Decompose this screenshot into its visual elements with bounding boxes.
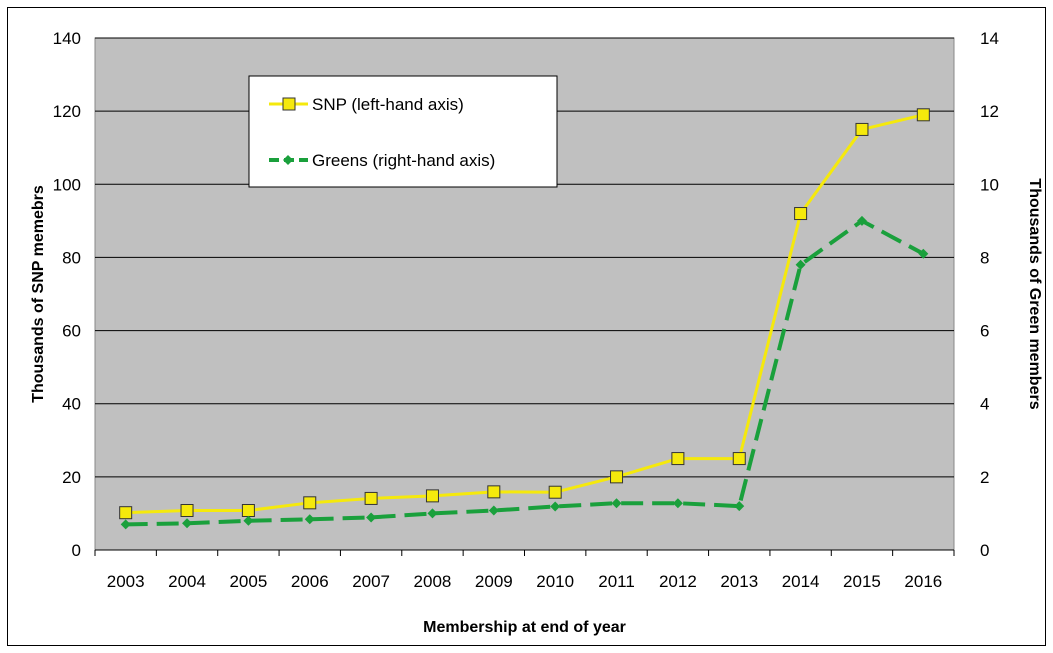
y-left-tick-label: 60: [62, 322, 81, 341]
snp-point-marker: [548, 485, 562, 499]
snp-point-marker: [671, 452, 685, 466]
x-tick-label: 2007: [352, 572, 390, 591]
legend-box: [248, 75, 558, 188]
x-tick-label: 2014: [782, 572, 820, 591]
snp-point-marker: [119, 506, 133, 520]
y-left-tick-label: 100: [53, 175, 81, 194]
y-left-tick-label: 0: [72, 541, 81, 560]
x-tick-label: 2004: [168, 572, 206, 591]
snp-point-marker: [487, 485, 501, 499]
legend-greens-label: Greens (right-hand axis): [312, 151, 495, 170]
greens-point-marker: [550, 501, 561, 512]
legend-snp-label: SNP (left-hand axis): [312, 95, 464, 114]
y-right-tick-label: 8: [980, 248, 989, 267]
greens-point-marker: [243, 515, 254, 526]
snp-point-marker: [916, 108, 930, 122]
y-left-tick-label: 120: [53, 102, 81, 121]
y-right-tick-label: 0: [980, 541, 989, 560]
x-tick-label: 2015: [843, 572, 881, 591]
x-tick-label: 2012: [659, 572, 697, 591]
y-right-axis-title: Thousands of Green members: [1026, 178, 1043, 409]
x-tick-label: 2006: [291, 572, 329, 591]
greens-point-marker: [918, 248, 929, 259]
y-right-tick-label: 6: [980, 322, 989, 341]
y-left-tick-label: 140: [53, 29, 81, 48]
y-right-tick-label: 12: [980, 102, 999, 121]
legend-greens-marker: [283, 155, 293, 165]
greens-point-marker: [304, 514, 315, 525]
y-right-tick-label: 14: [980, 29, 999, 48]
greens-point-marker: [795, 259, 806, 270]
snp-point-marker: [364, 491, 378, 505]
snp-series-line: [125, 113, 924, 515]
snp-point-marker: [732, 452, 746, 466]
snp-point-marker: [425, 489, 439, 503]
greens-point-marker: [611, 498, 622, 509]
legend-snp-marker: [282, 97, 296, 111]
y-right-tick-label: 4: [980, 395, 989, 414]
greens-point-marker: [488, 505, 499, 516]
x-tick-label: 2003: [107, 572, 145, 591]
greens-point-marker: [856, 215, 867, 226]
y-left-tick-label: 80: [62, 248, 81, 267]
snp-point-marker: [180, 504, 194, 518]
x-tick-label: 2010: [536, 572, 574, 591]
y-left-axis-title: Thousands of SNP memebrs: [30, 185, 47, 403]
greens-point-marker: [366, 512, 377, 523]
x-tick-label: 2016: [904, 572, 942, 591]
y-right-tick-label: 2: [980, 468, 989, 487]
x-tick-label: 2009: [475, 572, 513, 591]
snp-point-marker: [855, 122, 869, 136]
x-axis-title: Membership at end of year: [423, 619, 626, 636]
greens-point-marker: [182, 518, 193, 529]
y-left-tick-label: 20: [62, 468, 81, 487]
snp-point-marker: [794, 207, 808, 221]
y-left-tick-label: 40: [62, 395, 81, 414]
x-tick-label: 2005: [229, 572, 267, 591]
x-tick-label: 2013: [720, 572, 758, 591]
snp-point-marker: [610, 470, 624, 484]
greens-point-marker: [672, 498, 683, 509]
x-tick-label: 2011: [598, 572, 635, 591]
greens-point-marker: [427, 508, 438, 519]
greens-point-marker: [734, 501, 745, 512]
greens-series-line: [125, 218, 925, 527]
x-tick-label: 2008: [414, 572, 452, 591]
snp-point-marker: [303, 496, 317, 510]
snp-point-marker: [241, 504, 255, 518]
greens-point-marker: [120, 519, 131, 530]
y-right-tick-label: 10: [980, 175, 999, 194]
